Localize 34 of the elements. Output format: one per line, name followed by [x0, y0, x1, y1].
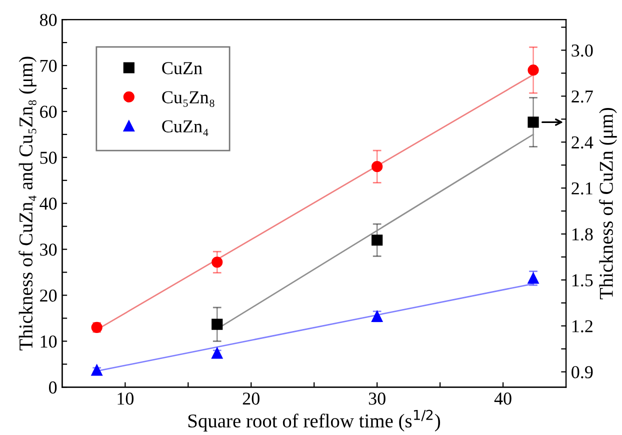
- y2-tick-label: 0.9: [572, 366, 593, 378]
- y2-tick-label: 2.1: [572, 182, 592, 195]
- y2-axis-title: Thickness of CuZn (μm): [599, 108, 617, 300]
- y-tick-label: 30: [40, 244, 57, 256]
- y2-tick-label: 3.0: [572, 44, 593, 57]
- point: [212, 318, 223, 330]
- legend-label: CuZn₄: [162, 120, 208, 136]
- y2-tick-label: 1.8: [572, 228, 593, 241]
- y2-tick-label: 2.4: [572, 136, 594, 149]
- point: [528, 64, 539, 76]
- y2-tick-label: 1.5: [572, 274, 593, 286]
- y-tick-label: 0: [49, 381, 57, 394]
- y-tick-label: 10: [40, 335, 57, 348]
- point: [372, 234, 383, 246]
- y2-tick-label: 2.7: [572, 90, 593, 103]
- point: [212, 256, 223, 268]
- point: [91, 364, 102, 376]
- y-tick-label: 40: [40, 198, 57, 210]
- y-axis-title: Thickness of CuZn₄ and Cu₅Zn₈ (μm): [18, 56, 37, 350]
- x-tick-label: 40: [494, 392, 512, 405]
- x-tick-label: 20: [242, 392, 260, 405]
- point: [528, 116, 539, 128]
- y-tick-label: 50: [40, 152, 57, 164]
- x-axis-title: Square root of reflow time (s$^{1/2}$): [188, 410, 440, 432]
- legend-label: CuZn: [162, 62, 202, 74]
- y-tick-label: 80: [40, 14, 57, 26]
- point: [372, 161, 383, 172]
- y2-tick-label: 1.2: [572, 320, 592, 332]
- y-tick-label: 70: [40, 60, 57, 72]
- x-tick-label: 10: [118, 392, 134, 405]
- legend-label: Cu₅Zn₈: [162, 91, 214, 107]
- y-tick-label: 20: [40, 290, 57, 302]
- x-tick-label: 30: [368, 392, 386, 405]
- y-tick-label: 60: [40, 106, 57, 118]
